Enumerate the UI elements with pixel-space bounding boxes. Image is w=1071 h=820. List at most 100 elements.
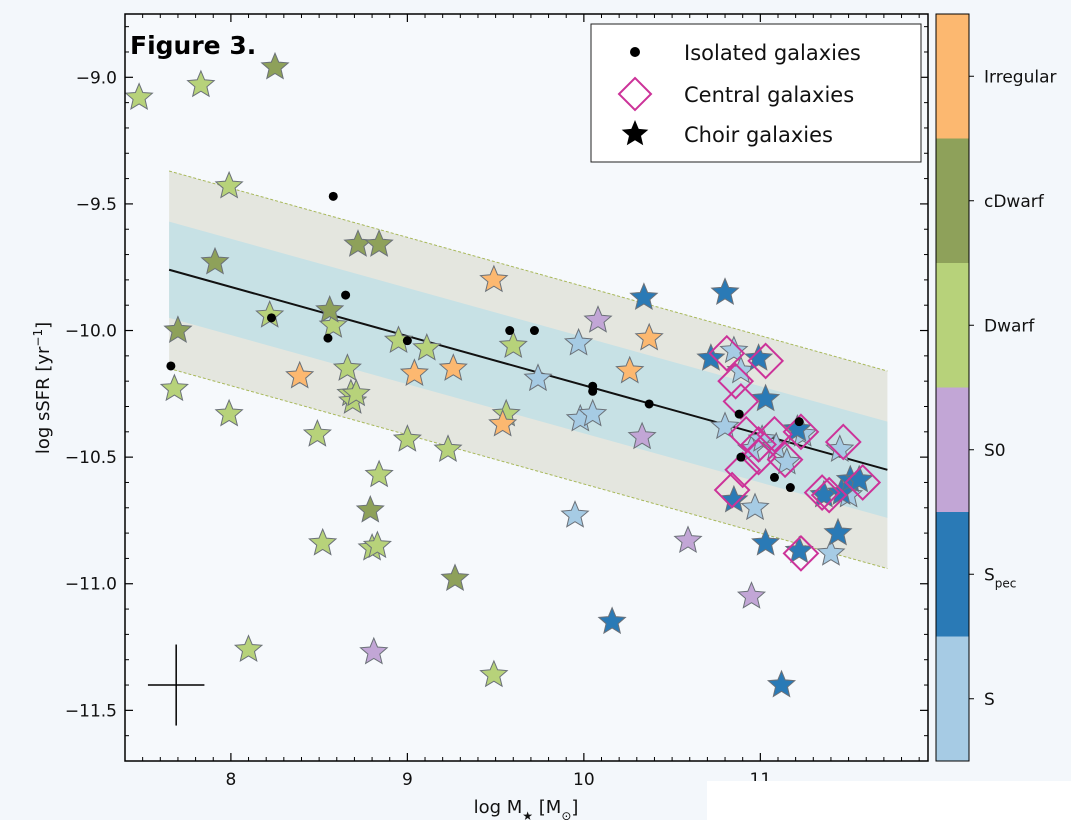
star-marker-cdwarf [355,494,385,523]
legend-dot-icon [630,47,640,57]
dot-marker [402,336,412,346]
star-marker-irregular [479,264,509,293]
y-axis-label: log sSFR [yr−1] [31,322,54,454]
colorbar-segment [936,138,969,264]
star-marker-irregular [634,322,664,351]
diamond-marker [747,342,785,380]
colorbar-border [935,13,970,762]
dot-marker [736,452,746,462]
x-tick-label: 10 [573,770,595,790]
plot-frame [124,13,929,762]
star-marker-s0 [627,421,657,450]
dot-marker [734,409,744,419]
star-marker-s [523,363,553,392]
diamond-marker [722,383,760,420]
star-marker-dwarf [186,69,216,98]
dot-marker [644,399,654,409]
star-marker-s [560,500,590,528]
star-marker-dwarf [308,527,338,556]
legend: Isolated galaxies Central galaxies Choir g… [590,23,922,163]
star-marker-dwarf [214,398,244,427]
diamond-marker [844,464,882,501]
colorbar: Irregular cDwarf Dwarf S0 Spec S [935,13,1056,762]
colorbar-segment [936,14,969,139]
diamond-marker [824,423,862,461]
white-patch [707,781,1071,820]
star-marker-cdwarf [315,294,345,323]
star-marker-dwarf [302,418,332,447]
colorbar-segment [936,263,969,388]
star-marker-dwarf [341,378,371,407]
plot-border [124,13,929,762]
star-marker-spec [597,606,627,635]
star-marker-spec [629,282,659,310]
star-marker-cdwarf [163,315,193,343]
star-marker-dwarf [364,459,394,488]
dot-marker [794,417,804,427]
colorbar-segment [936,387,969,513]
dot-marker [769,472,779,482]
legend-label: Choir galaxies [684,123,833,147]
star-marker-irregular [285,360,315,389]
dot-marker [166,361,176,371]
x-axis-label: log M★ [M⊙] [474,797,579,820]
colorbar-label: S [984,690,995,710]
colorbar-segment [936,512,969,637]
star-marker-dwarf [412,332,442,361]
y-tick-label: −9.5 [76,195,117,215]
star-marker-s0 [583,305,613,333]
star-marker-dwarf [214,170,244,199]
x-tick-label: 8 [225,770,236,790]
star-marker-s [740,492,770,521]
star-marker-spec [751,383,781,412]
star-marker-dwarf [392,424,422,452]
diamond-marker [810,476,848,514]
dot-marker [588,386,598,396]
star-marker-dwarf [362,530,392,559]
star-marker-dwarf [159,373,189,402]
star-marker-spec [844,464,874,493]
star-marker-dwarf [479,659,509,688]
dot-marker [529,326,539,336]
diamond-marker [782,534,820,572]
star-marker-cdwarf [260,51,290,80]
y-tick-label: −11.0 [65,575,117,595]
star-marker-dwarf [124,82,154,110]
data-points [124,51,882,698]
star-marker-s0 [673,525,703,554]
colorbar-label: Irregular [984,67,1056,87]
dot-marker [266,313,276,323]
star-marker-dwarf [332,353,362,381]
star-marker-irregular [438,353,468,381]
star-marker-dwarf [383,325,414,354]
star-marker-dwarf [498,330,528,359]
star-marker-s0 [736,581,767,609]
star-marker-spec [784,535,814,564]
star-marker-cdwarf [440,563,470,592]
legend-box [590,23,922,163]
star-marker-spec [696,343,726,371]
chart-title: Figure 3. [130,31,256,60]
star-marker-s [816,538,846,566]
x-tick-label: 9 [402,770,413,790]
star-marker-spec [766,669,797,698]
legend-diamond-icon [617,76,653,112]
diamond-marker [717,362,755,400]
y-tick-label: −11.5 [65,701,117,721]
legend-label: Central galaxies [684,83,854,107]
star-marker-irregular [399,358,429,386]
star-marker-cdwarf [200,246,230,275]
colorbar-label: Spec [984,565,1016,590]
y-tick-label: −9.0 [76,68,117,88]
colorbar-label: S0 [984,441,1006,461]
star-marker-spec [823,517,853,546]
y-tick-label: −10.0 [65,322,117,342]
star-marker-cdwarf [364,229,394,257]
legend-star-icon [621,120,649,146]
star-marker-irregular [615,355,645,384]
axis-ticks: 8 9 10 11−9.0−9.5−10.0−10.5−11.0−11.5 [65,14,928,790]
diamond-marker [708,334,746,372]
y-tick-label: −10.5 [65,448,117,468]
legend-label: Isolated galaxies [684,41,861,65]
